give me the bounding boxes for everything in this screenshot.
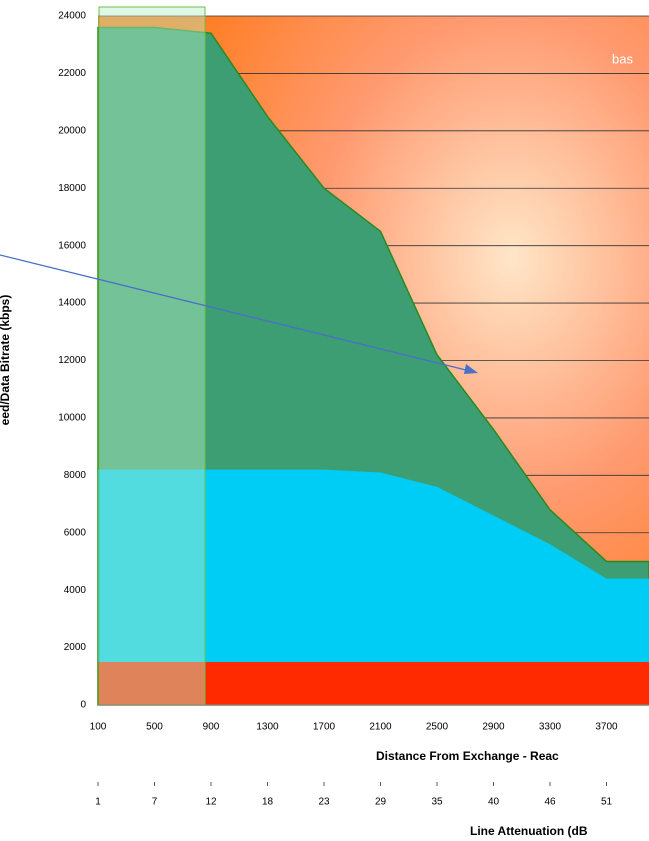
highlight-box (98, 6, 206, 706)
y-tick-label: 12000 (58, 355, 86, 366)
x-tick-label: 2100 (369, 722, 392, 733)
x-tick-label: 2500 (426, 722, 449, 733)
y-tick-label: 24000 (58, 11, 86, 22)
annotation: bas (612, 51, 633, 66)
x2-tick-label: 35 (431, 797, 443, 808)
y-axis-title: eed/Data Bitrate (kbps) (0, 295, 12, 426)
y-tick-label: 0 (80, 700, 86, 711)
y-tick-label: 14000 (58, 298, 86, 309)
area (98, 661, 649, 705)
x-tick-label: 1300 (256, 722, 279, 733)
y-tick-label: 4000 (64, 585, 87, 596)
area (98, 469, 649, 705)
x2-tick-label: 7 (152, 797, 158, 808)
x2-tick-label: 12 (205, 797, 217, 808)
arrow (0, 254, 475, 373)
y-tick-label: 8000 (64, 470, 87, 481)
x-tick-label: 2900 (482, 722, 505, 733)
y-tick-label: 6000 (64, 527, 87, 538)
y-tick-label: 16000 (58, 240, 86, 251)
y-tick-label: 22000 (58, 68, 86, 79)
x2-tick-label: 23 (318, 797, 330, 808)
x2-axis-title: Line Attenuation (dB (470, 824, 588, 838)
x-tick-label: 500 (146, 722, 163, 733)
arrow-head (464, 364, 478, 374)
y-tick-label: 2000 (64, 642, 87, 653)
y-tick-label: 10000 (58, 413, 86, 424)
x2-tick-label: 18 (262, 797, 274, 808)
x2-tick-label: 40 (488, 797, 500, 808)
x-tick-label: 3300 (539, 722, 562, 733)
x-axis-title: Distance From Exchange - Reac (376, 749, 559, 763)
x-tick-label: 3700 (595, 722, 618, 733)
x-tick-label: 900 (203, 722, 220, 733)
y-tick-label: 20000 (58, 125, 86, 136)
y-tick-label: 18000 (58, 183, 86, 194)
x2-tick-label: 46 (544, 797, 556, 808)
x2-tick-label: 29 (375, 797, 387, 808)
x-tick-label: 1700 (313, 722, 336, 733)
x2-tick-label: 1 (95, 797, 101, 808)
x2-tick-label: 51 (601, 797, 613, 808)
x-tick-label: 100 (90, 722, 107, 733)
